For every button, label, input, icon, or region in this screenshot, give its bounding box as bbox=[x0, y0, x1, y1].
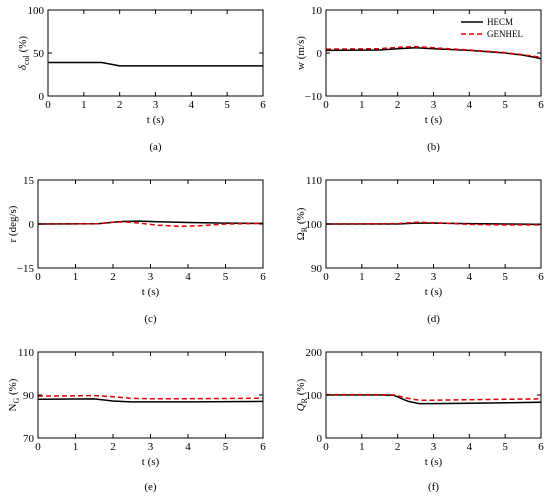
x-tick-label: 4 bbox=[185, 271, 191, 283]
x-tick-label: 2 bbox=[110, 441, 116, 453]
y-tick-label: 15 bbox=[23, 175, 35, 187]
y-axis-label: δcol (%) bbox=[17, 36, 31, 70]
x-tick-label: 5 bbox=[502, 441, 508, 453]
x-tick-label: 0 bbox=[35, 271, 41, 283]
y-tick-label: 200 bbox=[306, 347, 323, 359]
x-tick-label: 6 bbox=[260, 99, 266, 111]
x-axis-label: t (s) bbox=[425, 114, 443, 126]
y-tick-label: 110 bbox=[18, 347, 35, 359]
legend: HECM GENHEL bbox=[461, 17, 523, 39]
y-axis-label: w (m/s) bbox=[295, 36, 307, 70]
x-axis-label: t (s) bbox=[425, 456, 443, 468]
series-line-dashed bbox=[38, 394, 263, 400]
x-tick-label: 1 bbox=[73, 271, 79, 283]
y-tick-label: 90 bbox=[23, 390, 35, 402]
x-tick-label: 4 bbox=[467, 441, 473, 453]
x-tick-label: 4 bbox=[189, 99, 195, 111]
panel-5: 0 1 2 3 4 5 6 70 90 110 t (s) NG (%) (e) bbox=[7, 347, 266, 493]
x-tick-label: 2 bbox=[110, 271, 116, 283]
series-line-dashed bbox=[326, 221, 541, 226]
x-tick-label: 1 bbox=[359, 441, 365, 453]
y-tick-label: −10 bbox=[305, 91, 323, 103]
x-axis-label: t (s) bbox=[142, 456, 160, 468]
x-tick-label: 2 bbox=[395, 271, 401, 283]
x-tick-label: 0 bbox=[35, 441, 41, 453]
y-tick-label: 0 bbox=[29, 219, 35, 231]
x-tick-label: 0 bbox=[323, 441, 329, 453]
panel-4: 0 1 2 3 4 5 6 90 100 110 t (s) ΩR (%) (d) bbox=[295, 175, 544, 325]
x-tick-label: 4 bbox=[467, 99, 473, 111]
series-line-solid bbox=[326, 394, 541, 405]
y-tick-label: 0 bbox=[317, 48, 323, 60]
y-tick-label: 0 bbox=[39, 91, 45, 103]
panel-caption: (c) bbox=[144, 313, 157, 325]
x-tick-label: 6 bbox=[538, 441, 544, 453]
x-tick-label: 3 bbox=[431, 271, 437, 283]
panel-caption: (e) bbox=[144, 481, 157, 493]
x-tick-label: 3 bbox=[431, 99, 437, 111]
y-tick-label: 70 bbox=[23, 433, 35, 445]
x-tick-label: 6 bbox=[260, 271, 266, 283]
y-tick-label: 0 bbox=[317, 433, 323, 445]
y-tick-label: 100 bbox=[306, 219, 323, 231]
x-axis-label: t (s) bbox=[147, 114, 165, 126]
panel-caption: (b) bbox=[427, 141, 440, 153]
x-tick-label: 5 bbox=[502, 271, 508, 283]
panel-1: 0 1 2 3 4 5 6 0 50 100 t (s) δcol (%) (a) bbox=[17, 5, 266, 153]
panel-caption: (a) bbox=[149, 141, 162, 153]
x-tick-label: 5 bbox=[502, 99, 508, 111]
x-tick-label: 3 bbox=[148, 441, 154, 453]
series-line-solid bbox=[48, 61, 263, 67]
x-axis-label: t (s) bbox=[425, 286, 443, 298]
y-axis-label: ΩR (%) bbox=[295, 207, 309, 240]
y-axis-label: QR (%) bbox=[295, 378, 309, 411]
x-tick-label: 1 bbox=[81, 99, 87, 111]
x-tick-label: 5 bbox=[223, 271, 229, 283]
y-tick-label: −15 bbox=[17, 263, 35, 275]
panel-6: 0 1 2 3 4 5 6 0 100 200 t (s) QR (%) (f) bbox=[295, 347, 544, 493]
x-tick-label: 6 bbox=[260, 441, 266, 453]
x-tick-label: 3 bbox=[153, 99, 159, 111]
plot-frame bbox=[47, 9, 264, 97]
y-tick-label: 50 bbox=[33, 48, 45, 60]
x-tick-label: 2 bbox=[395, 99, 401, 111]
x-tick-label: 5 bbox=[223, 441, 229, 453]
series-line-dashed bbox=[326, 393, 541, 401]
y-axis-label: NG (%) bbox=[7, 378, 21, 411]
series-line-genhel bbox=[326, 45, 541, 59]
plot-frame bbox=[37, 351, 264, 439]
y-tick-label: 90 bbox=[311, 263, 323, 275]
panel-caption: (f) bbox=[428, 481, 439, 493]
series-line-hecm bbox=[326, 47, 541, 60]
x-tick-label: 2 bbox=[395, 441, 401, 453]
legend-label: GENHEL bbox=[487, 29, 523, 39]
x-tick-label: 1 bbox=[73, 441, 79, 453]
series-line-dashed bbox=[38, 221, 263, 228]
y-axis-label: r (deg/s) bbox=[7, 205, 19, 242]
x-tick-label: 0 bbox=[323, 99, 329, 111]
x-tick-label: 1 bbox=[359, 271, 365, 283]
x-tick-label: 3 bbox=[148, 271, 154, 283]
y-tick-label: 100 bbox=[28, 5, 45, 17]
x-tick-label: 4 bbox=[185, 441, 191, 453]
panel-caption: (d) bbox=[427, 313, 440, 325]
x-tick-label: 3 bbox=[431, 441, 437, 453]
series-line-solid bbox=[38, 398, 263, 403]
x-tick-label: 6 bbox=[538, 99, 544, 111]
x-tick-label: 0 bbox=[45, 99, 51, 111]
x-tick-label: 1 bbox=[359, 99, 365, 111]
x-tick-label: 2 bbox=[117, 99, 123, 111]
x-tick-label: 6 bbox=[538, 271, 544, 283]
x-tick-label: 4 bbox=[467, 271, 473, 283]
y-tick-label: 10 bbox=[311, 5, 323, 17]
x-tick-label: 5 bbox=[224, 99, 230, 111]
x-axis-label: t (s) bbox=[142, 286, 160, 298]
x-tick-label: 0 bbox=[323, 271, 329, 283]
legend-label: HECM bbox=[487, 17, 513, 27]
y-tick-label: 110 bbox=[306, 175, 323, 187]
y-tick-label: 100 bbox=[306, 390, 323, 402]
